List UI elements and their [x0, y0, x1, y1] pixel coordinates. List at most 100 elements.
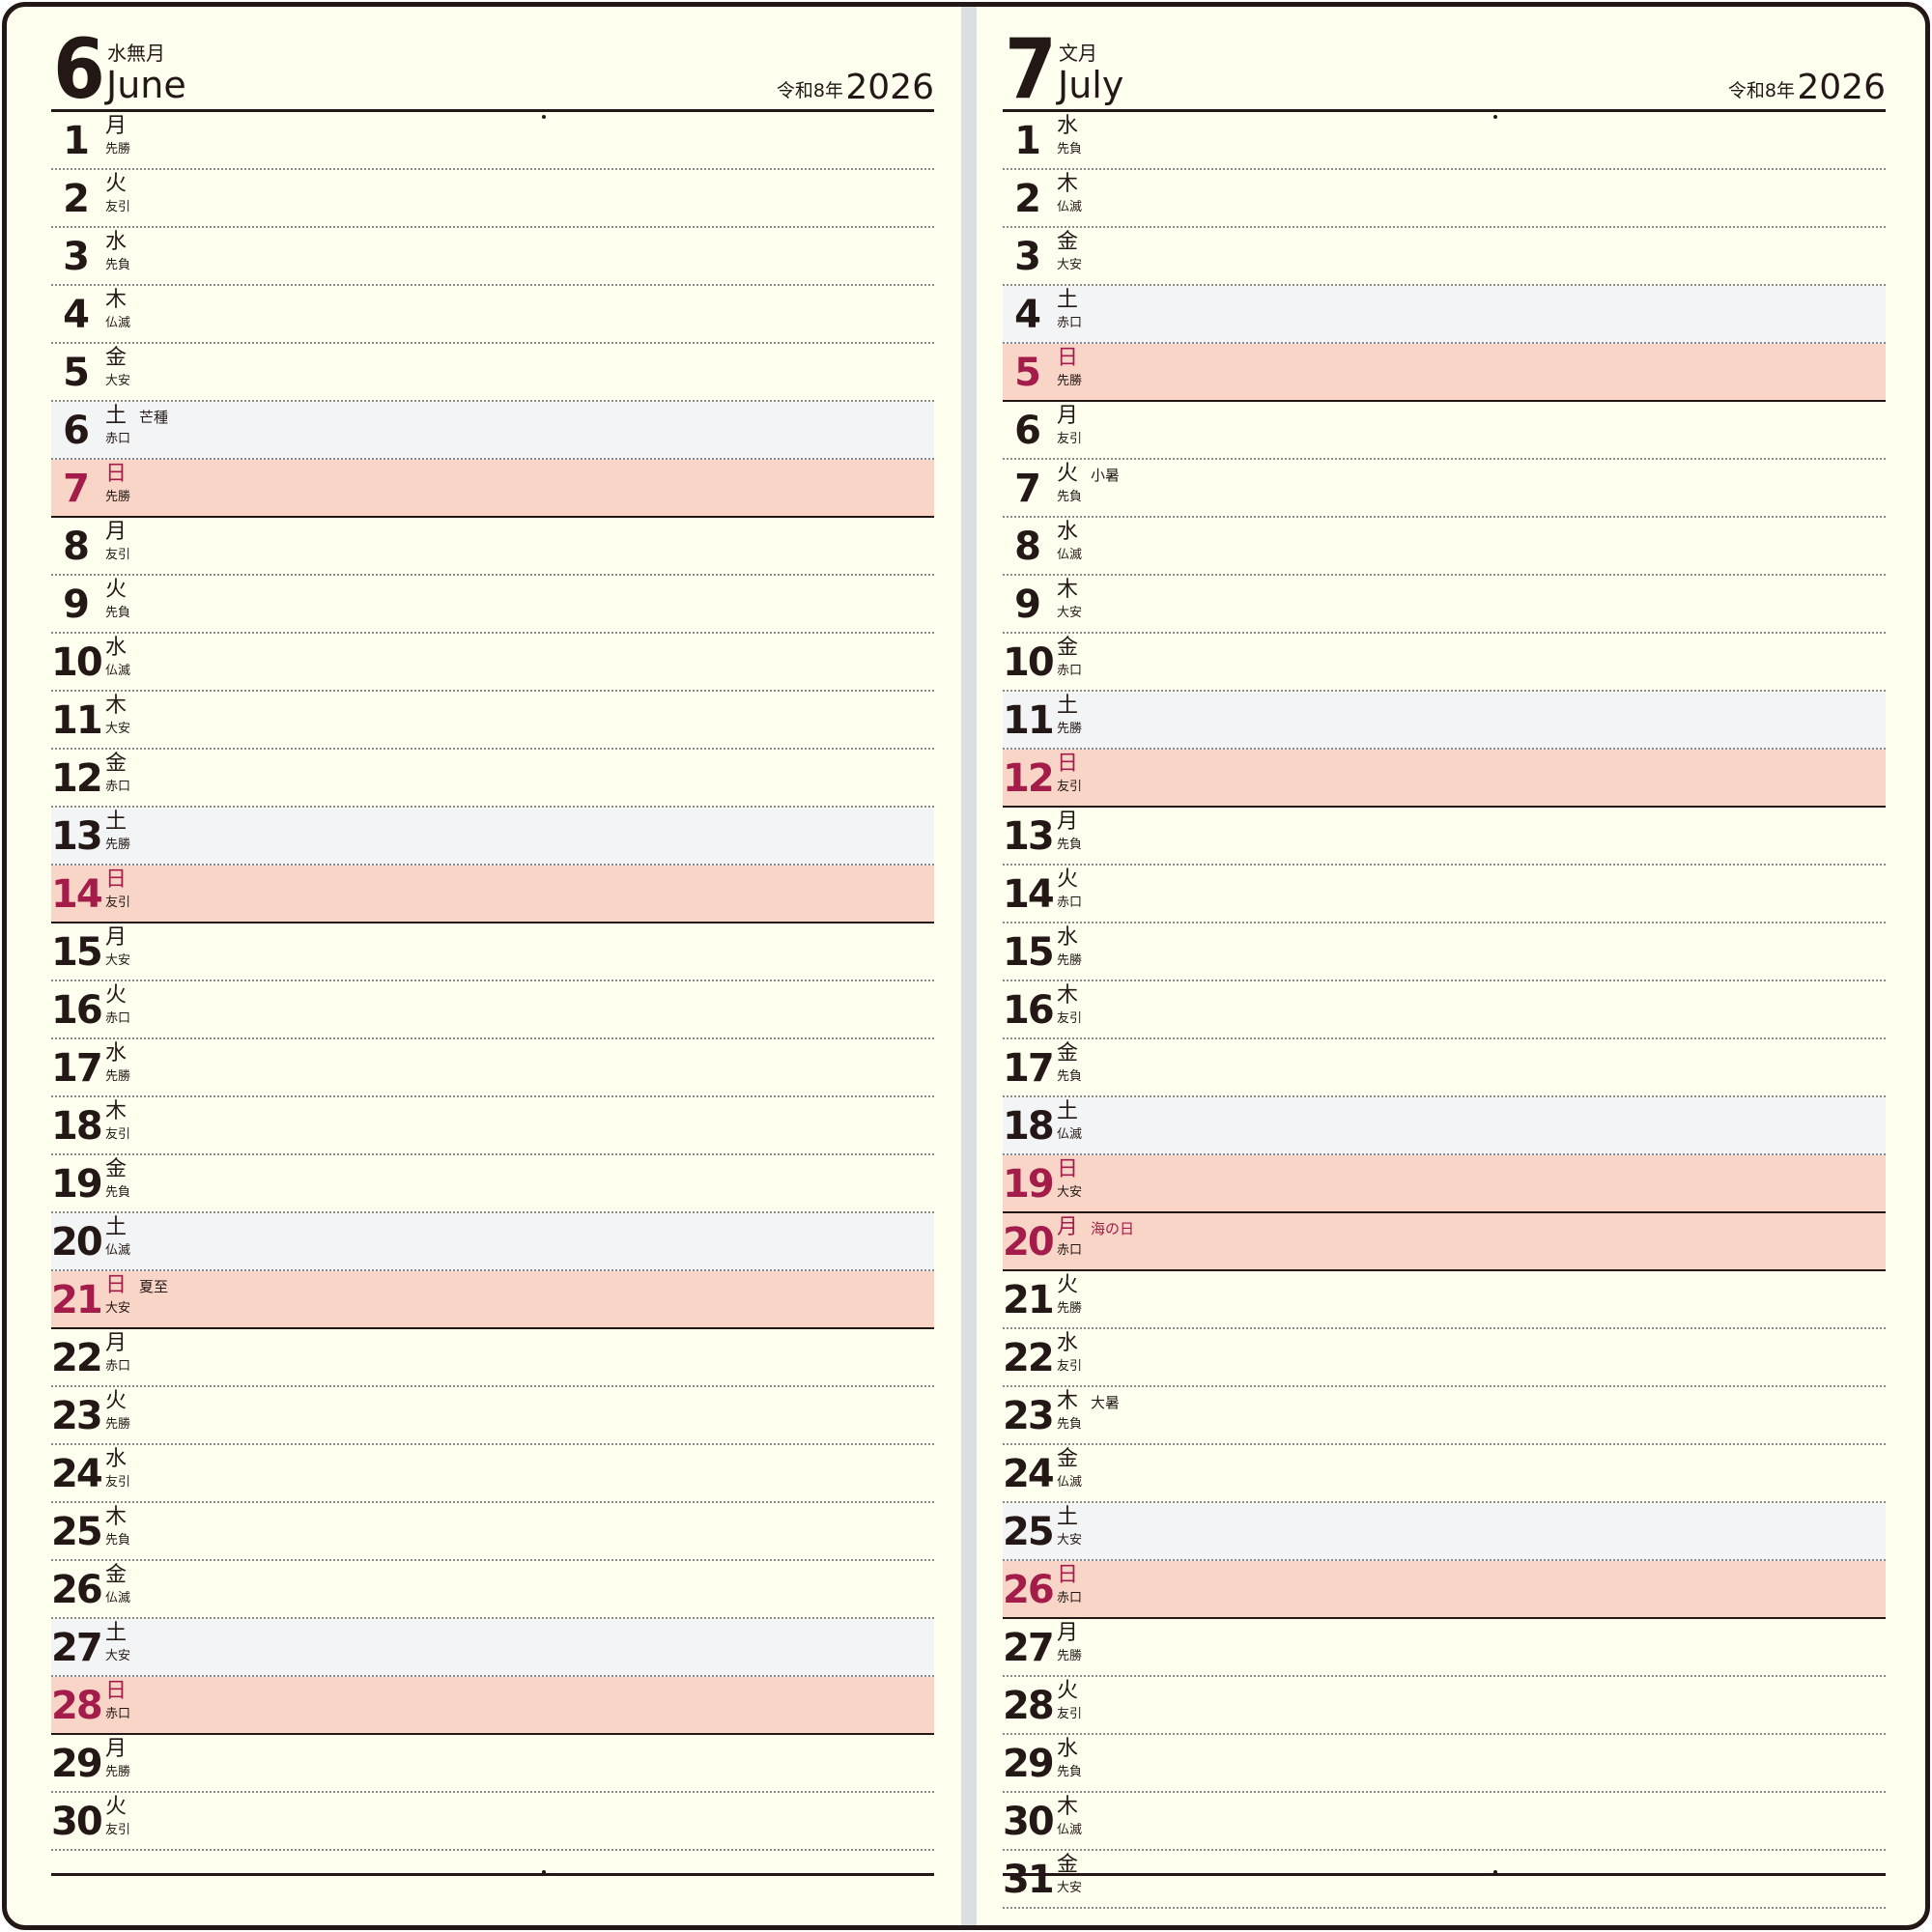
- day-row[interactable]: 1 水先負: [1003, 112, 1886, 170]
- day-row[interactable]: 11 木大安: [51, 692, 934, 750]
- weekday-label: 火: [1057, 1273, 1079, 1297]
- day-number: 15: [51, 930, 103, 975]
- day-row[interactable]: 16 火赤口: [51, 981, 934, 1039]
- weekday-label: 月: [1057, 1215, 1079, 1239]
- day-row[interactable]: 15 月大安: [51, 923, 934, 981]
- day-row[interactable]: 11 土先勝: [1003, 692, 1886, 750]
- day-row[interactable]: 27 土大安: [51, 1619, 934, 1677]
- day-row[interactable]: 9 木大安: [1003, 576, 1886, 634]
- day-number: 24: [51, 1452, 103, 1496]
- day-row[interactable]: 7 日先勝: [51, 460, 934, 518]
- weekday-label: 土: [1057, 288, 1079, 312]
- weekday-label: 火: [105, 578, 128, 602]
- day-row[interactable]: 9 火先負: [51, 576, 934, 634]
- day-number: 17: [51, 1046, 103, 1091]
- day-number: 18: [1003, 1104, 1055, 1149]
- rokuyo-label: 友引: [105, 895, 131, 910]
- event-label: 大暑: [1091, 1394, 1121, 1411]
- day-row[interactable]: 10 金赤口: [1003, 634, 1886, 692]
- day-row[interactable]: 20 月赤口 海の日: [1003, 1213, 1886, 1271]
- day-row[interactable]: 25 土大安: [1003, 1503, 1886, 1561]
- day-row[interactable]: 8 月友引: [51, 518, 934, 576]
- day-number: 5: [1014, 351, 1041, 395]
- day-row[interactable]: 19 金先負: [51, 1155, 934, 1213]
- day-row[interactable]: 30 木仏滅: [1003, 1793, 1886, 1851]
- day-row[interactable]: 4 土赤口: [1003, 286, 1886, 344]
- day-row[interactable]: 23 木先負 大暑: [1003, 1387, 1886, 1445]
- day-row[interactable]: 5 日先勝: [1003, 344, 1886, 402]
- rokuyo-label: 先勝: [105, 142, 131, 156]
- day-row[interactable]: 22 水友引: [1003, 1329, 1886, 1387]
- day-row[interactable]: 29 水先負: [1003, 1735, 1886, 1793]
- day-row[interactable]: 5 金大安: [51, 344, 934, 402]
- day-row[interactable]: 24 水友引: [51, 1445, 934, 1503]
- day-row[interactable]: 25 木先負: [51, 1503, 934, 1561]
- day-number: 29: [51, 1742, 103, 1786]
- rokuyo-label: 仏滅: [105, 664, 131, 678]
- day-row[interactable]: 3 金大安: [1003, 228, 1886, 286]
- day-number: 13: [51, 814, 103, 859]
- day-row[interactable]: 13 月先負: [1003, 808, 1886, 866]
- rokuyo-label: 友引: [105, 1127, 131, 1142]
- month-header: 6 水無月 June 令和8年 2026: [51, 7, 934, 113]
- weekday-label: 月: [105, 925, 128, 950]
- month-number: 6: [53, 21, 105, 118]
- day-row[interactable]: 10 水仏滅: [51, 634, 934, 692]
- day-number: 16: [51, 988, 103, 1033]
- day-row[interactable]: 21 日大安 夏至: [51, 1271, 934, 1329]
- rokuyo-label: 大安: [1057, 606, 1083, 620]
- day-row[interactable]: 8 水仏滅: [1003, 518, 1886, 576]
- day-row[interactable]: 17 水先勝: [51, 1039, 934, 1097]
- day-row[interactable]: 21 火先勝: [1003, 1271, 1886, 1329]
- day-row[interactable]: 14 火赤口: [1003, 866, 1886, 923]
- day-row[interactable]: 13 土先勝: [51, 808, 934, 866]
- day-row[interactable]: 6 月友引: [1003, 402, 1886, 460]
- day-row[interactable]: 12 金赤口: [51, 750, 934, 808]
- weekday-label: 木: [105, 1505, 128, 1529]
- event-label: 夏至: [139, 1278, 169, 1295]
- rokuyo-label: 赤口: [105, 1359, 131, 1374]
- day-row[interactable]: 22 月赤口: [51, 1329, 934, 1387]
- page-gutter: [961, 7, 977, 1925]
- day-number: 4: [63, 293, 90, 337]
- day-row[interactable]: 7 火先負 小暑: [1003, 460, 1886, 518]
- day-row[interactable]: 1 月先勝: [51, 112, 934, 170]
- day-row[interactable]: 18 土仏滅: [1003, 1097, 1886, 1155]
- day-row[interactable]: 2 火友引: [51, 170, 934, 228]
- rokuyo-label: 仏滅: [1057, 548, 1083, 562]
- day-row[interactable]: 12 日友引: [1003, 750, 1886, 808]
- day-row[interactable]: 14 日友引: [51, 866, 934, 923]
- rokuyo-label: 先勝: [1057, 374, 1083, 388]
- day-row[interactable]: 19 日大安: [1003, 1155, 1886, 1213]
- day-row[interactable]: 15 水先勝: [1003, 923, 1886, 981]
- day-row[interactable]: 20 土仏滅: [51, 1213, 934, 1271]
- day-row[interactable]: 27 月先勝: [1003, 1619, 1886, 1677]
- day-row[interactable]: 4 木仏滅: [51, 286, 934, 344]
- day-number: 3: [63, 235, 90, 279]
- day-list: 1 月先勝 2 火友引 3 水先負 4 木仏滅 5 金大安 6 土赤口 芒種 7 日先勝 8 月友引 9 火先負 10…: [51, 112, 934, 1851]
- day-row[interactable]: 2 木仏滅: [1003, 170, 1886, 228]
- day-row[interactable]: 31 金大安: [1003, 1851, 1886, 1909]
- center-mark-top: [1493, 115, 1497, 119]
- day-row[interactable]: 29 月先勝: [51, 1735, 934, 1793]
- rokuyo-label: 友引: [1057, 1359, 1083, 1374]
- day-row[interactable]: 16 木友引: [1003, 981, 1886, 1039]
- day-row[interactable]: 28 火友引: [1003, 1677, 1886, 1735]
- day-row[interactable]: 17 金先負: [1003, 1039, 1886, 1097]
- weekday-label: 金: [1057, 1447, 1079, 1471]
- day-row[interactable]: 6 土赤口 芒種: [51, 402, 934, 460]
- day-number: 18: [51, 1104, 103, 1149]
- header-rule: [51, 109, 934, 112]
- day-row[interactable]: 24 金仏滅: [1003, 1445, 1886, 1503]
- day-row[interactable]: 28 日赤口: [51, 1677, 934, 1735]
- day-row[interactable]: 26 金仏滅: [51, 1561, 934, 1619]
- weekday-label: 水: [1057, 114, 1079, 138]
- day-row[interactable]: 26 日赤口: [1003, 1561, 1886, 1619]
- month-header: 7 文月 July 令和8年 2026: [1003, 7, 1886, 113]
- day-number: 2: [63, 177, 90, 221]
- day-row[interactable]: 30 火友引: [51, 1793, 934, 1851]
- day-row[interactable]: 18 木友引: [51, 1097, 934, 1155]
- day-row[interactable]: 23 火先勝: [51, 1387, 934, 1445]
- day-number: 1: [63, 119, 90, 163]
- day-row[interactable]: 3 水先負: [51, 228, 934, 286]
